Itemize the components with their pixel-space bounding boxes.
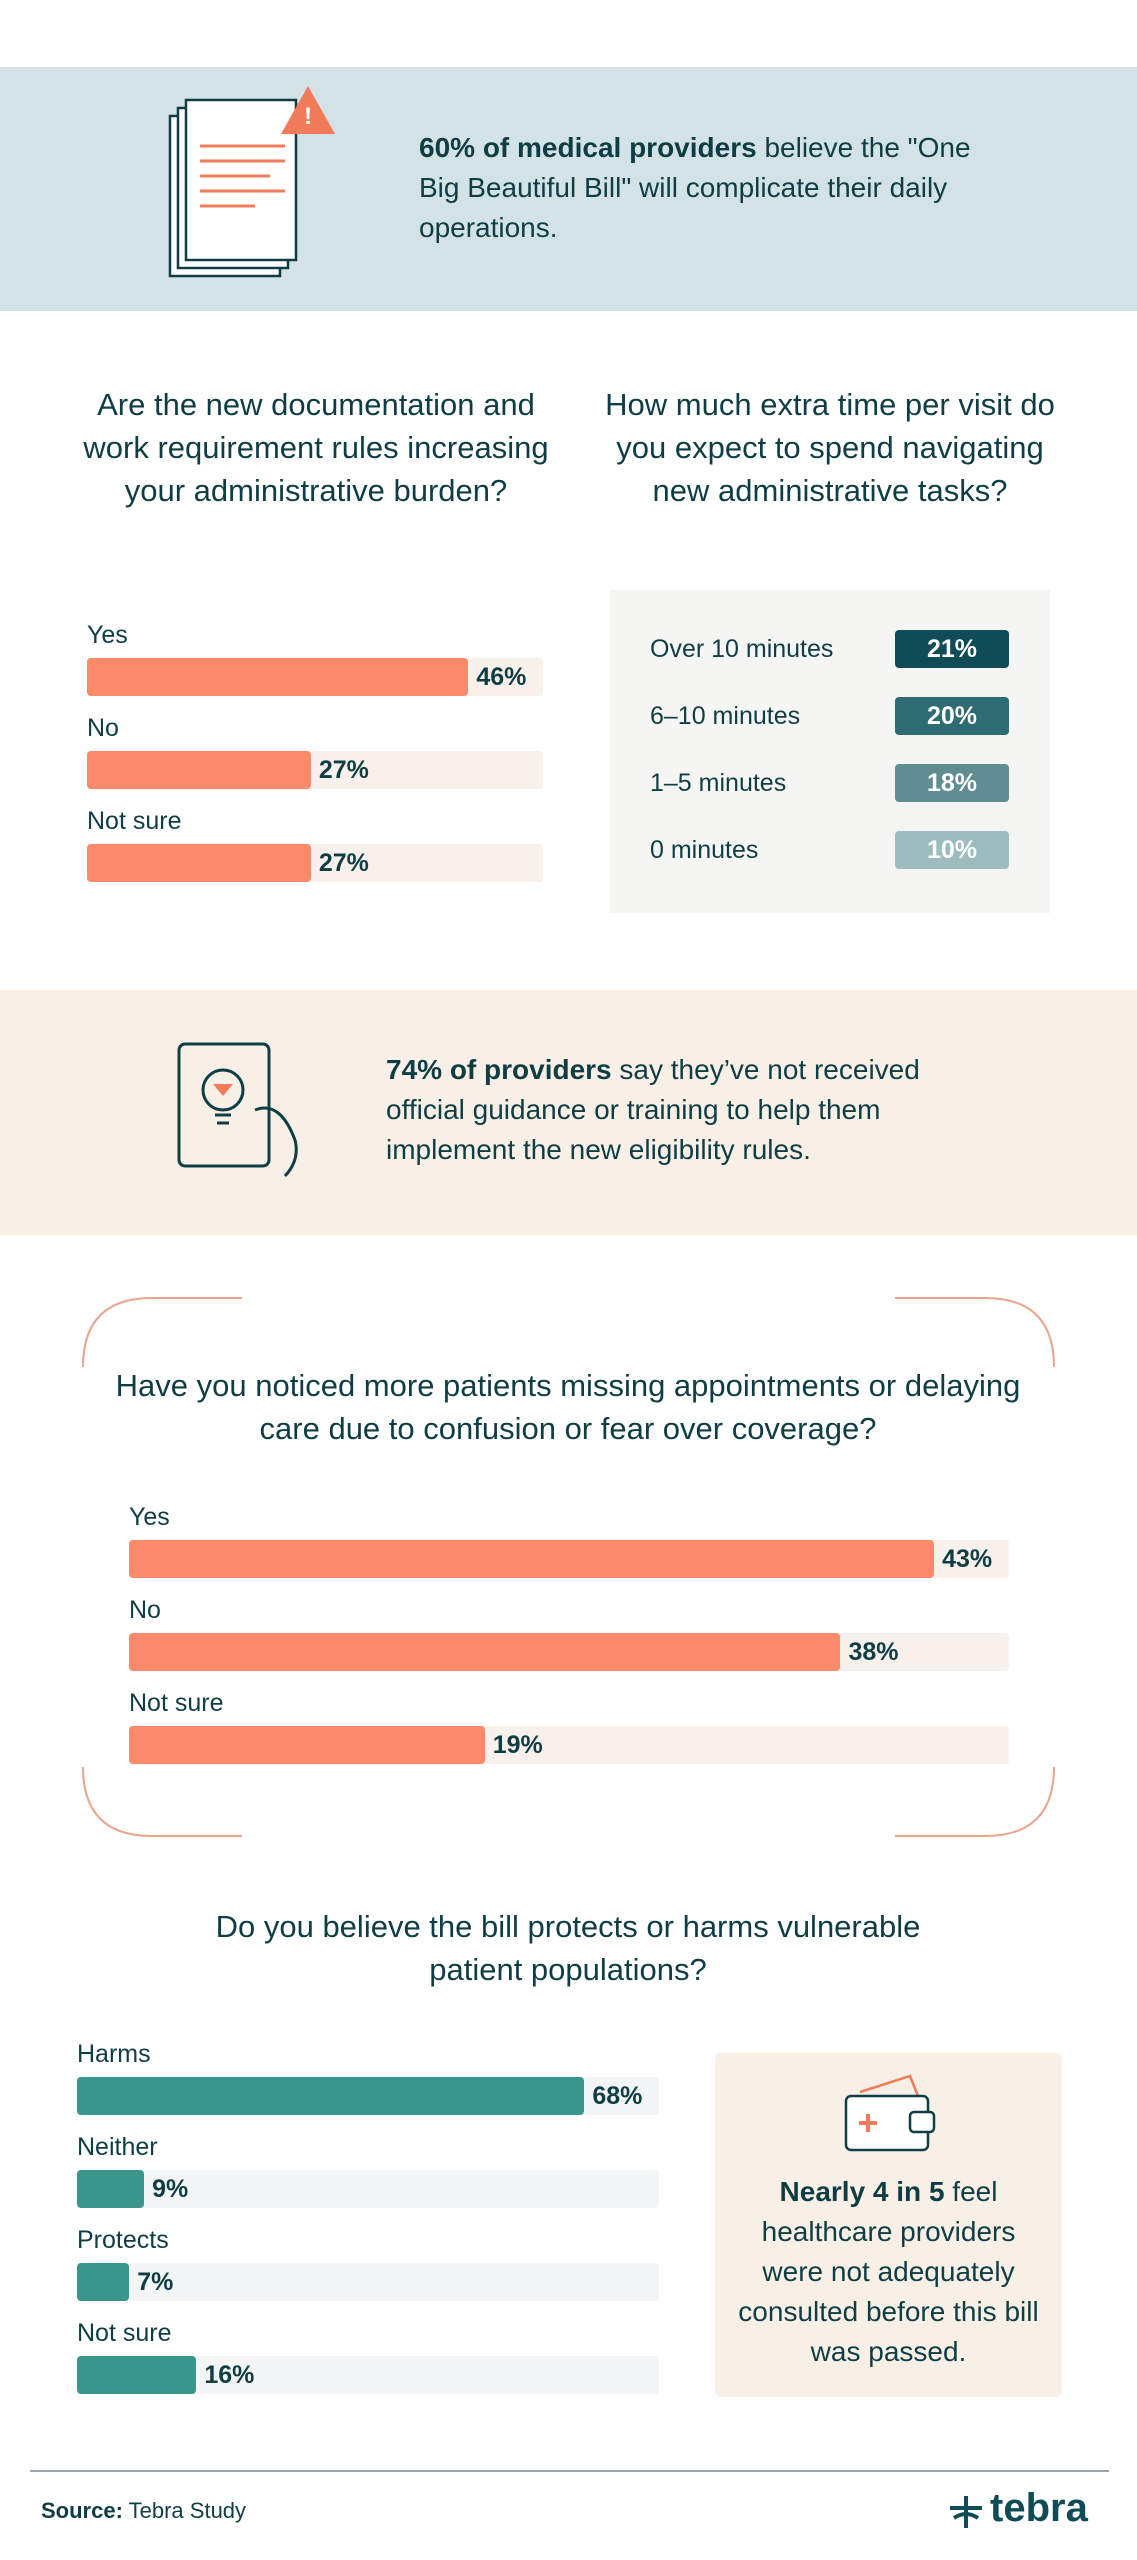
middle-banner: [0, 990, 1137, 1235]
category-label: Not sure: [77, 2319, 172, 2347]
category-label: Yes: [87, 621, 128, 649]
bar-track: [77, 2263, 659, 2301]
bar: [77, 2170, 145, 2208]
category-label: Neither: [77, 2133, 158, 2161]
question-title: Have you noticed more patients missing a…: [115, 1368, 1021, 1446]
question-title: Are the new documentation and work requi…: [83, 387, 549, 508]
bar: [87, 658, 469, 696]
source: Source: Tebra Study: [41, 2498, 246, 2524]
category-label: Not sure: [129, 1689, 224, 1717]
question-title: How much extra time per visit do you exp…: [605, 387, 1055, 508]
callout-bold: 74% of providers: [386, 1054, 612, 1085]
category-label: Yes: [129, 1503, 170, 1531]
bar: [87, 844, 311, 882]
value-badge: 20%: [895, 697, 1009, 735]
category-label: Not sure: [87, 807, 182, 835]
category-label: Harms: [77, 2040, 151, 2068]
category-label: 0 minutes: [650, 836, 759, 864]
callout-bold: Nearly 4 in 5: [779, 2176, 945, 2207]
bar: [77, 2356, 197, 2394]
callout-text: feel healthcare providers were not adequ…: [738, 2176, 1039, 2367]
logo-text: tebra: [990, 2486, 1088, 2530]
value-badge: 10%: [895, 831, 1009, 869]
category-label: Protects: [77, 2226, 169, 2254]
bar: [87, 751, 311, 789]
callout-text: say they’ve not received official guidan…: [386, 1054, 920, 1165]
value-label: 9%: [152, 2175, 189, 2203]
callout-bold: 60% of medical providers: [419, 132, 757, 163]
bar: [129, 1726, 485, 1764]
bracket-frame: [82, 1297, 1055, 1837]
value-label: 16%: [204, 2361, 255, 2389]
bar: [77, 2077, 585, 2115]
value-badge: 18%: [895, 764, 1009, 802]
bar: [129, 1540, 935, 1578]
value-label: 27%: [318, 756, 369, 784]
value-label: 43%: [942, 1545, 993, 1573]
footer-rule: [30, 2470, 1109, 2472]
source-text: Tebra Study: [122, 2498, 247, 2523]
logo-mark: [950, 2496, 982, 2528]
value-label: 7%: [137, 2268, 174, 2296]
document-icon: !: [168, 86, 335, 278]
category-label: 1–5 minutes: [650, 769, 787, 797]
bar: [77, 2263, 130, 2301]
value-label: 27%: [318, 849, 369, 877]
question-title: Do you believe the bill protects or harm…: [215, 1909, 921, 1987]
value-label: 19%: [492, 1731, 543, 1759]
category-label: Over 10 minutes: [650, 635, 834, 663]
callout: Nearly 4 in 5 feel healthcare providers …: [730, 2172, 1047, 2372]
value-label: 68%: [592, 2082, 643, 2110]
callout-text: believe the "One Big Beautiful Bill" wil…: [419, 132, 971, 243]
guidance-icon: [177, 1042, 298, 1178]
callout: 74% of providers say they’ve not receive…: [386, 1050, 986, 1170]
value-badge: 21%: [895, 630, 1009, 668]
category-label: No: [87, 714, 119, 742]
category-label: 6–10 minutes: [650, 702, 801, 730]
svg-text:!: !: [304, 103, 312, 130]
bar: [129, 1633, 841, 1671]
wallet-icon: [844, 2074, 936, 2152]
value-label: 46%: [476, 663, 527, 691]
source-label: Source:: [41, 2498, 123, 2523]
value-label: 38%: [848, 1638, 899, 1666]
bar-track: [77, 2170, 659, 2208]
category-label: No: [129, 1596, 161, 1624]
callout: 60% of medical providers believe the "On…: [419, 128, 979, 248]
